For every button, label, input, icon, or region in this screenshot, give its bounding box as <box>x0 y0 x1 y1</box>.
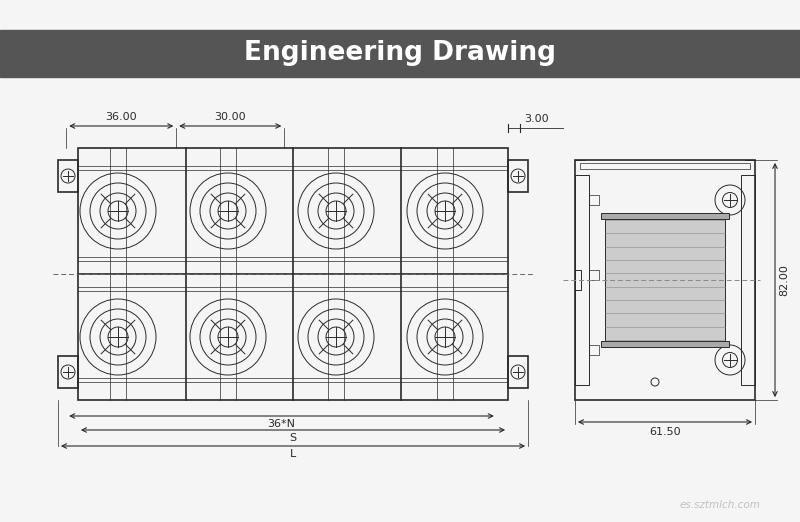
Text: L: L <box>290 449 296 459</box>
Bar <box>575 160 755 400</box>
Text: 3.00: 3.00 <box>524 114 549 124</box>
Text: Engineering Drawing: Engineering Drawing <box>244 41 556 66</box>
Bar <box>741 175 755 385</box>
Text: 61.50: 61.50 <box>649 427 681 437</box>
Text: 36.00: 36.00 <box>106 112 137 122</box>
Bar <box>0 30 800 77</box>
Bar <box>508 356 528 388</box>
Bar <box>575 175 589 385</box>
Text: S: S <box>290 433 297 443</box>
Text: 82.00: 82.00 <box>779 264 789 296</box>
Text: 30.00: 30.00 <box>214 112 246 122</box>
Text: es.sztmlch.com: es.sztmlch.com <box>679 500 760 510</box>
Bar <box>589 345 599 355</box>
Text: 36*N: 36*N <box>267 419 295 429</box>
Bar <box>601 341 729 347</box>
Bar <box>580 163 750 169</box>
Bar <box>508 160 528 192</box>
Bar <box>589 270 599 280</box>
Bar <box>589 195 599 205</box>
Bar <box>58 160 78 192</box>
Bar <box>605 217 725 343</box>
Bar <box>58 356 78 388</box>
Bar <box>575 270 581 290</box>
Bar <box>601 213 729 219</box>
Bar <box>78 148 508 400</box>
